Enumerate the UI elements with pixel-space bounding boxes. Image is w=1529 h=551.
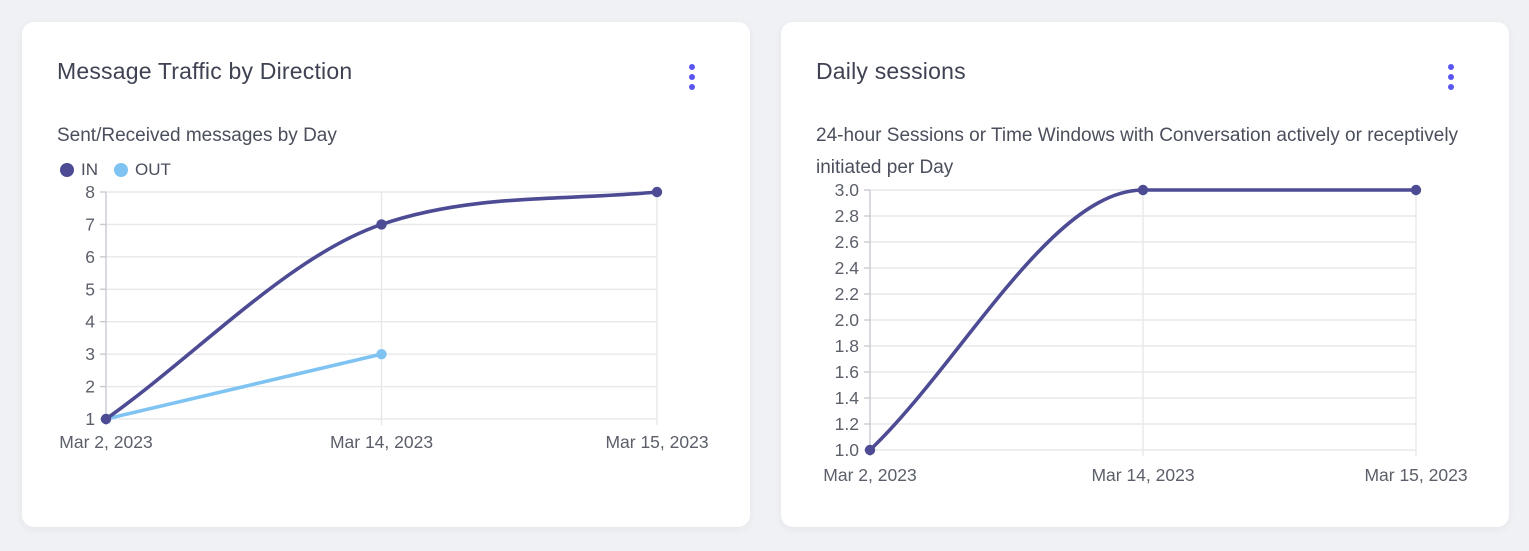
kebab-dot [689,74,695,80]
svg-text:Mar 14, 2023: Mar 14, 2023 [330,432,433,452]
svg-text:2: 2 [85,377,95,397]
card-daily-sessions: Daily sessions 24-hour Sessions or Time … [781,22,1509,527]
svg-text:Mar 14, 2023: Mar 14, 2023 [1091,465,1194,485]
svg-text:5: 5 [85,279,95,299]
legend-dot-in [60,163,74,177]
svg-text:2.2: 2.2 [835,284,859,304]
message-traffic-line-chart: 8 7 6 5 4 3 2 1 Mar 2, 2023 Mar 14, 2023 Mar 15, 2… [59,182,708,452]
kebab-dot [689,64,695,70]
legend-item-in[interactable]: IN [60,160,98,180]
svg-text:1.0: 1.0 [835,440,860,460]
card-title: Daily sessions [816,58,966,84]
legend-dot-out [114,163,128,177]
svg-text:2.8: 2.8 [835,206,859,226]
svg-text:2.6: 2.6 [835,232,859,252]
chart-legend: IN OUT [60,160,171,180]
kebab-dot [1448,74,1454,80]
svg-text:3.0: 3.0 [835,180,860,200]
legend-label-out: OUT [135,160,171,179]
svg-text:Mar 15, 2023: Mar 15, 2023 [1364,465,1467,485]
svg-text:Mar 2, 2023: Mar 2, 2023 [823,465,916,485]
kebab-dot [1448,64,1454,70]
svg-text:4: 4 [85,312,95,332]
svg-text:2.0: 2.0 [835,310,860,330]
svg-text:1.8: 1.8 [835,336,859,356]
card-message-traffic: Message Traffic by Direction Sent/Receiv… [22,22,750,527]
svg-text:1.4: 1.4 [835,388,860,408]
svg-text:3: 3 [85,344,95,364]
kebab-dot [689,84,695,90]
card-subtitle: 24-hour Sessions or Time Windows with Co… [816,125,1459,178]
svg-text:Mar 15, 2023: Mar 15, 2023 [605,432,708,452]
svg-text:1.2: 1.2 [835,414,859,434]
svg-text:1: 1 [85,409,95,429]
legend-item-out[interactable]: OUT [114,160,171,180]
card-title: Message Traffic by Direction [57,58,353,84]
legend-label-in: IN [81,160,98,179]
svg-text:1.6: 1.6 [835,362,859,382]
daily-sessions-line-chart: 3.0 2.8 2.6 2.4 2.2 2.0 1.8 1.6 1.4 1.2 1.0 Mar 2, … [823,180,1467,485]
svg-text:2.4: 2.4 [835,258,860,278]
kebab-menu-icon[interactable] [1437,60,1465,94]
svg-text:7: 7 [85,214,95,234]
svg-text:8: 8 [85,182,95,202]
kebab-menu-icon[interactable] [678,60,706,94]
svg-text:6: 6 [85,247,95,267]
kebab-dot [1448,84,1454,90]
svg-text:Mar 2, 2023: Mar 2, 2023 [59,432,152,452]
card-subtitle: Sent/Received messages by Day [57,125,337,146]
